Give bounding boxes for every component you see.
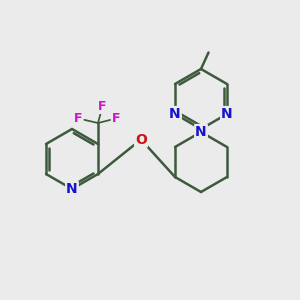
Text: O: O — [135, 133, 147, 146]
Text: F: F — [112, 112, 120, 125]
Text: N: N — [195, 125, 207, 139]
Text: N: N — [221, 107, 233, 121]
Text: F: F — [98, 100, 107, 113]
Text: F: F — [74, 112, 83, 125]
Text: N: N — [169, 107, 181, 121]
Text: N: N — [66, 182, 78, 196]
